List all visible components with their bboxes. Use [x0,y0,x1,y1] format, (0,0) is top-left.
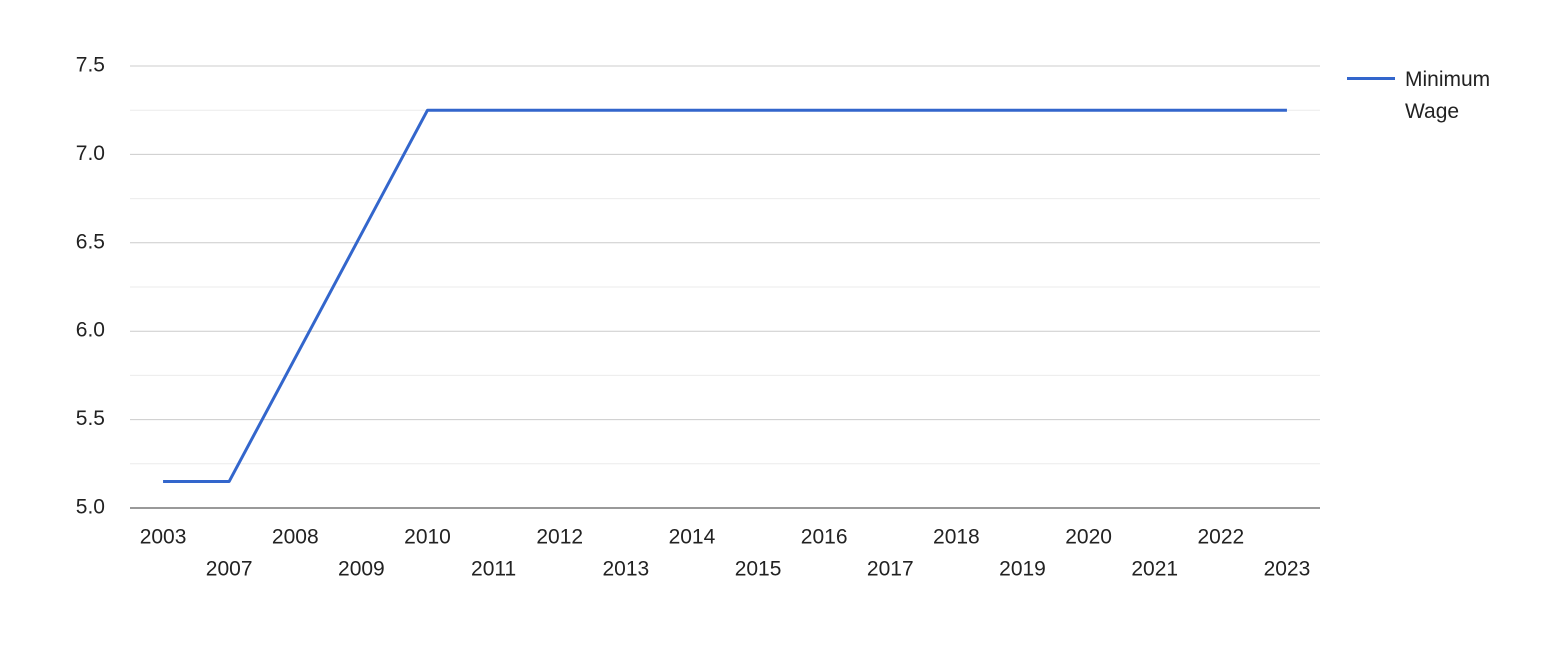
x-tick-label: 2020 [1065,526,1112,549]
x-tick-label: 2008 [272,526,319,549]
legend: Minimum Wage [1347,64,1525,128]
x-tick-label: 2007 [206,558,253,581]
x-tick-label: 2017 [867,558,914,581]
x-tick-label: 2012 [536,526,583,549]
x-tick-label: 2022 [1197,526,1244,549]
y-tick-label: 7.5 [76,54,105,77]
x-tick-label: 2011 [471,558,516,581]
legend-swatch [1347,77,1395,80]
x-tick-label: 2010 [404,526,451,549]
x-tick-label: 2016 [801,526,848,549]
y-tick-label: 5.5 [76,407,105,430]
legend-label: Minimum Wage [1405,68,1491,123]
y-tick-label: 5.0 [76,496,105,519]
x-tick-label: 2013 [602,558,649,581]
x-tick-label: 2003 [140,526,187,549]
y-tick-label: 6.5 [76,230,105,253]
x-tick-label: 2014 [669,526,716,549]
y-tick-label: 6.0 [76,319,105,342]
x-tick-label: 2019 [999,558,1046,581]
x-tick-label: 2018 [933,526,980,549]
x-tick-label: 2021 [1131,558,1178,581]
y-tick-label: 7.0 [76,142,105,165]
x-tick-label: 2023 [1264,558,1311,581]
x-tick-label: 2015 [735,558,782,581]
x-tick-label: 2009 [338,558,385,581]
series-line [163,108,1287,483]
